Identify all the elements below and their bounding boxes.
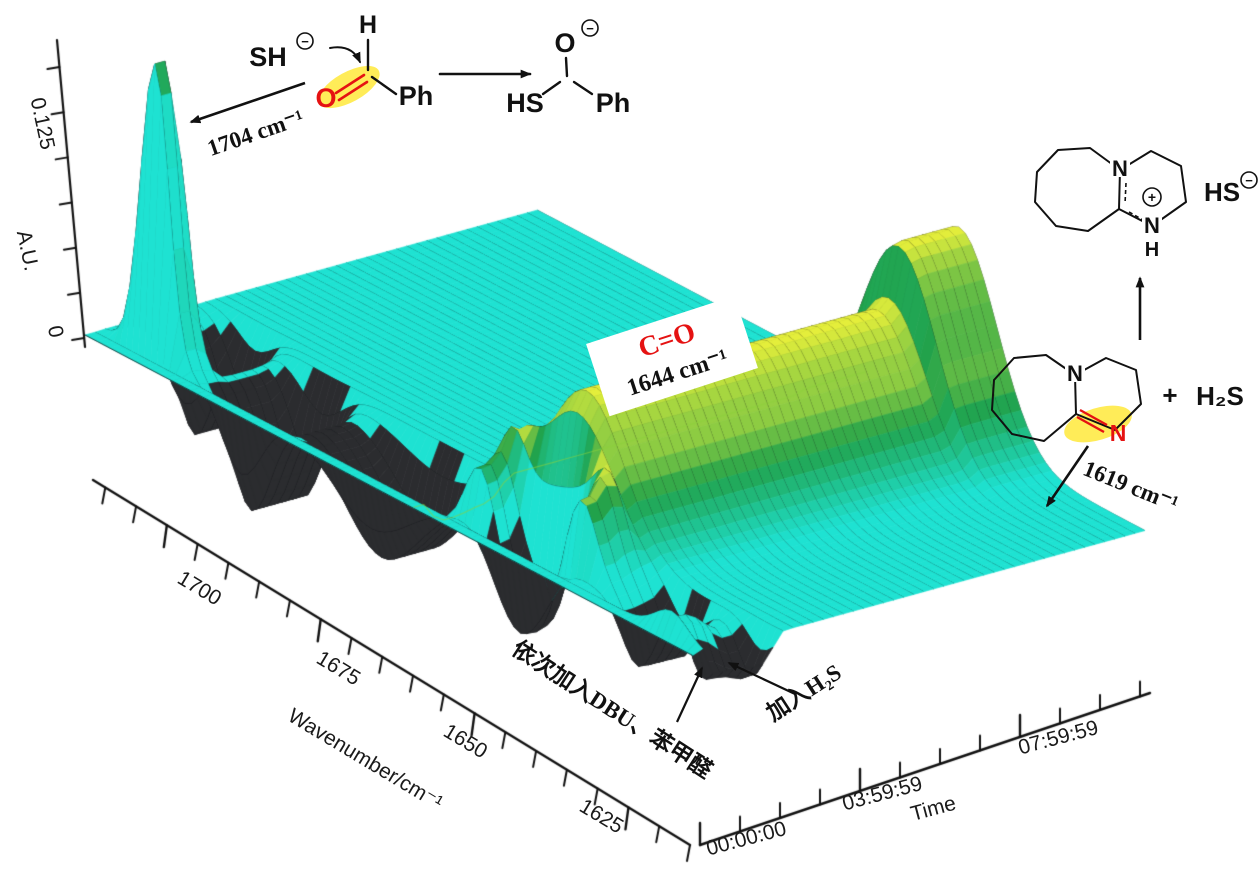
h2s-label: H₂S xyxy=(1196,381,1244,411)
label-mask xyxy=(1142,217,1162,235)
x-tick-1675: 1675 xyxy=(312,647,364,691)
c-ph-bond xyxy=(572,80,594,96)
x-tick-1700: 1700 xyxy=(173,567,225,611)
c-n-double-bond-1 xyxy=(1079,408,1108,427)
annotation-1619: 1619 cm⁻¹ xyxy=(1045,445,1182,517)
z-tick-0: 0 xyxy=(43,324,68,340)
annotation-additions: 依次加入DBU、苯甲醛 加入H₂S xyxy=(508,635,846,784)
minus-charge-glyph: − xyxy=(1245,173,1253,188)
y-axis-title: Time xyxy=(908,792,958,826)
arrow-to-1619-region xyxy=(1045,445,1090,508)
sh-anion-label: SH xyxy=(249,42,287,72)
label-add-h2s: 加入H₂S xyxy=(761,659,846,726)
annotation-1704: 1704 cm⁻¹ xyxy=(189,81,307,161)
hs-counterion-label: HS xyxy=(1204,177,1240,207)
plus-charge-glyph: + xyxy=(1148,189,1156,205)
dbu-imine-n-label: N xyxy=(1110,420,1127,446)
minus-charge-icon xyxy=(1240,171,1258,189)
z-axis-labels: 0.125 A.U. 0 xyxy=(12,96,68,340)
scheme-dbu-protonated: N + N H HS − xyxy=(1034,147,1258,261)
o-c-bond xyxy=(564,56,569,78)
scheme-thiolate-benzaldehyde: SH − H O Ph O − HS Ph xyxy=(249,11,630,118)
carbonyl-o-label: O xyxy=(315,83,336,113)
plus-sign: + xyxy=(1162,380,1177,410)
c-hs-bond xyxy=(541,80,562,96)
minus-charge-glyph: − xyxy=(586,21,594,36)
label-mask xyxy=(1110,158,1130,177)
hs-label: HS xyxy=(506,88,544,118)
dbu-n-label: N xyxy=(1067,361,1083,386)
resonance-dashed-bonds xyxy=(1124,182,1146,222)
dbu-nh-h-label: H xyxy=(1145,239,1159,261)
aldehyde-h-label: H xyxy=(359,11,377,39)
c-o-double-bond-2 xyxy=(337,80,369,102)
label-1619: 1619 cm⁻¹ xyxy=(1080,456,1182,517)
minus-charge-icon xyxy=(296,32,314,50)
annotation-1644-box: C=O 1644 cm⁻¹ xyxy=(586,295,758,417)
y-tick-0: 00:00:00 xyxy=(704,817,789,860)
plus-charge-icon xyxy=(1142,187,1162,207)
arrow-add-h2s xyxy=(727,662,796,695)
minus-charge-glyph: − xyxy=(301,34,309,49)
y-axis-labels: 00:00:00 03:59:59 07:59:59 Time xyxy=(704,716,1101,860)
curved-attack-arrow xyxy=(329,46,361,64)
dbu-n-label: N xyxy=(1112,156,1128,181)
c-o-double-bond-1 xyxy=(334,73,366,95)
label-mask xyxy=(1065,363,1085,382)
arrow-add-dbu-benzaldehyde xyxy=(676,666,703,723)
x-axis-title: Wavenumber/cm⁻¹ xyxy=(284,704,447,814)
dbu-nh-n-label: N xyxy=(1144,213,1160,238)
c-ph-bond xyxy=(370,75,398,96)
dbu-seven-ring xyxy=(1034,147,1121,232)
alkoxide-o-label: O xyxy=(554,28,575,58)
label-box-bg xyxy=(586,295,758,417)
carbonyl-highlight-ellipse xyxy=(318,65,380,109)
y-tick-8h: 07:59:59 xyxy=(1016,716,1101,759)
scheme-dbu-neutral: N N + H₂S xyxy=(991,354,1244,446)
minus-charge-icon xyxy=(581,19,599,37)
c-n-double-bond-2 xyxy=(1076,415,1105,434)
z-axis-title: A.U. xyxy=(12,228,43,273)
ph-label: Ph xyxy=(399,81,434,111)
dbu-seven-ring xyxy=(991,354,1077,442)
x-tick-1650: 1650 xyxy=(439,720,491,764)
z-tick-0125: 0.125 xyxy=(26,96,59,152)
ph-label: Ph xyxy=(596,88,631,118)
label-add-dbu-benzaldehyde: 依次加入DBU、苯甲醛 xyxy=(508,635,718,784)
x-tick-1625: 1625 xyxy=(575,795,627,839)
x-axis-labels: 1700 1675 1650 1625 Wavenumber/cm⁻¹ xyxy=(173,567,627,839)
dbu-six-ring xyxy=(1074,357,1142,431)
arrow-to-1704-peak xyxy=(189,81,306,124)
